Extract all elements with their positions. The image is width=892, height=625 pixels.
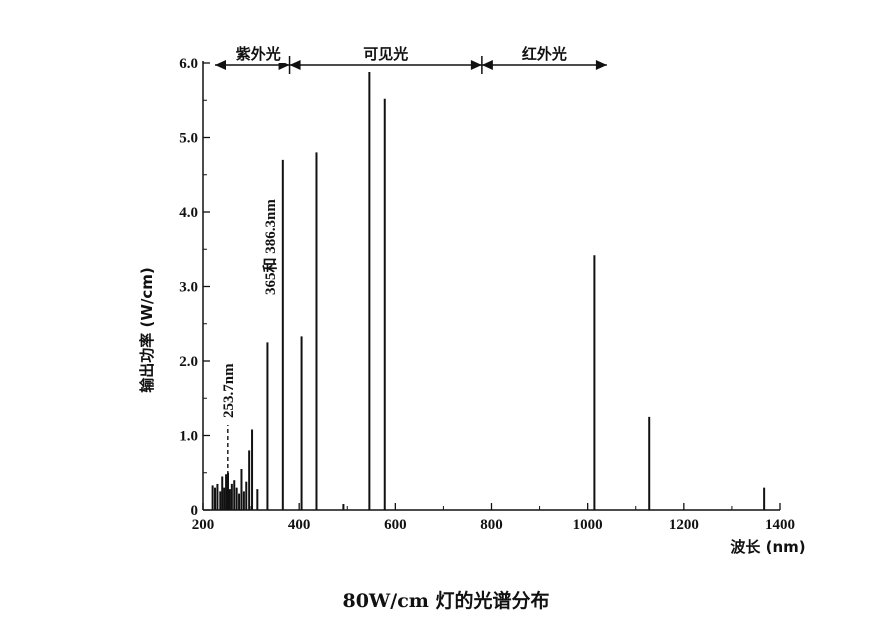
chart-title: 80W/cm 灯的光谱分布 [342,590,550,612]
spectral-lines [211,71,766,510]
y-tick-label: 2.0 [179,354,198,370]
x-axis-label: 波长 (nm) [730,538,805,556]
region-label-bg [231,43,286,63]
x-tick-label: 1000 [573,517,603,533]
x-tick-label: 1400 [765,517,795,533]
annotation-label: 253.7nm [221,363,237,418]
region-arrow-head-left [481,60,493,70]
region-arrow-head-left [215,60,226,70]
x-tick-label: 600 [384,517,407,533]
y-tick-label: 5.0 [179,131,198,147]
annotations: 253.7nm 365和 386.3nm [221,199,279,510]
region-label: 红外光 [522,45,567,63]
annotation-label: 365和 386.3nm [262,199,279,295]
region-arrow-head-right [595,60,607,70]
x-tick-label: 800 [480,517,503,533]
region-label-bg [517,43,572,63]
axes: 0 1.0 2.0 3.0 4.0 5.0 6.0 200 400 600 800 1000 1200 1… [179,56,795,533]
y-tick-label: 4.0 [179,205,198,221]
region-2: 可见光 [288,43,482,74]
x-tick-label: 1200 [669,517,699,533]
x-tick-label: 200 [192,517,215,533]
y-tick-label: 6.0 [179,56,198,72]
y-tick-label: 1.0 [179,429,198,445]
region-arrow-head-right [470,60,482,70]
region-label: 可见光 [363,45,408,63]
y-axis-label: 输出功率 (W/cm) [138,267,156,392]
y-tick-label: 0 [191,503,199,519]
x-tick-label: 400 [288,517,311,533]
region-label-bg [358,43,413,63]
region-3: 红外光 [481,43,607,74]
region-label: 紫外光 [236,45,281,63]
y-tick-label: 3.0 [179,280,198,296]
region-arrow-head-left [289,60,301,70]
region-1: 紫外光 [215,43,290,70]
spectral-regions: 紫外光 可见光 红外光 [215,43,607,74]
